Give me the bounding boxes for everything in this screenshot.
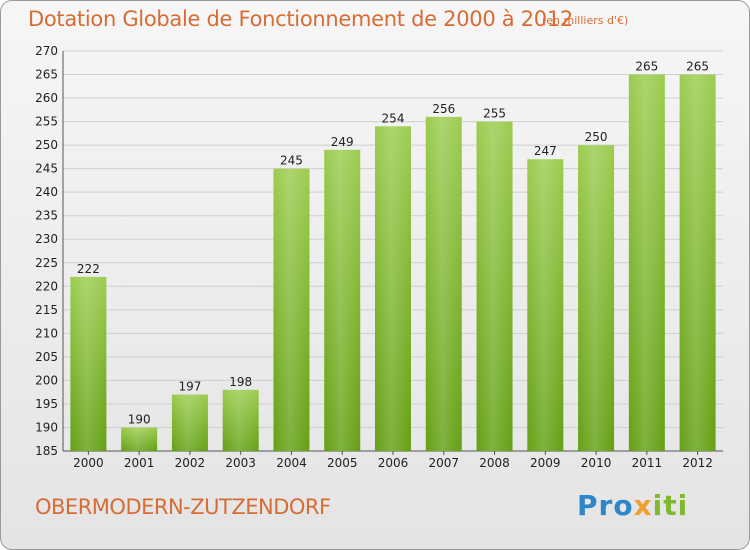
chart-title: Dotation Globale de Fonctionnement de 20… (28, 7, 573, 31)
y-tick-label: 195 (35, 397, 58, 411)
y-tick-label: 260 (35, 91, 58, 105)
x-tick-label: 2000 (73, 456, 104, 470)
y-tick-label: 245 (35, 162, 58, 176)
bar-highlight (425, 116, 462, 451)
bar-highlight (121, 427, 158, 451)
x-tick-label: 2010 (581, 456, 612, 470)
x-tick-label: 2002 (175, 456, 206, 470)
y-tick-label: 225 (35, 256, 58, 270)
bar-highlight (628, 74, 665, 451)
x-tick-label: 2007 (428, 456, 459, 470)
y-tick-label: 255 (35, 115, 58, 129)
bar-value-label: 265 (686, 60, 709, 74)
y-tick-label: 190 (35, 420, 58, 434)
bar-value-label: 254 (382, 111, 405, 125)
bar-highlight (578, 145, 615, 451)
x-tick-label: 2006 (378, 456, 409, 470)
x-tick-label: 2004 (276, 456, 307, 470)
bar-value-label: 249 (331, 135, 354, 149)
x-tick-label: 2011 (632, 456, 663, 470)
bar-value-label: 255 (483, 107, 506, 121)
y-tick-label: 185 (35, 444, 58, 458)
bar-highlight (679, 74, 716, 451)
y-tick-label: 230 (35, 232, 58, 246)
bar-highlight (171, 394, 208, 451)
bar-value-label: 256 (432, 102, 455, 116)
x-tick-label: 2003 (225, 456, 256, 470)
bar-highlight (273, 168, 310, 451)
x-tick-label: 2009 (530, 456, 561, 470)
bar-highlight (324, 149, 361, 451)
y-tick-label: 200 (35, 373, 58, 387)
y-tick-label: 250 (35, 138, 58, 152)
bar-highlight (70, 276, 107, 451)
y-tick-label: 265 (35, 68, 58, 82)
bar-highlight (375, 126, 411, 451)
y-tick-label: 210 (35, 326, 58, 340)
y-tick-label: 220 (35, 279, 58, 293)
proxiti-logo: Proxiti (577, 489, 689, 522)
y-tick-label: 215 (35, 303, 58, 317)
bar-value-label: 197 (178, 380, 201, 394)
x-tick-label: 2012 (682, 456, 713, 470)
y-tick-label: 240 (35, 185, 58, 199)
chart-unit: (en milliers d'€) (542, 14, 629, 27)
y-tick-label: 235 (35, 209, 58, 223)
y-tick-label: 270 (35, 44, 58, 58)
commune-name: OBERMODERN-ZUTZENDORF (35, 495, 331, 519)
bar-value-label: 190 (128, 412, 151, 426)
bar-value-label: 222 (77, 262, 100, 276)
bar-value-label: 265 (635, 60, 658, 74)
y-tick-label: 205 (35, 350, 58, 364)
bar-value-label: 245 (280, 154, 303, 168)
bar-highlight (527, 159, 564, 451)
x-tick-label: 2001 (124, 456, 155, 470)
x-tick-label: 2005 (327, 456, 358, 470)
bar-highlight (222, 389, 259, 451)
bar-highlight (476, 121, 513, 452)
x-tick-label: 2008 (479, 456, 510, 470)
bar-value-label: 247 (534, 144, 557, 158)
bar-value-label: 198 (229, 375, 252, 389)
bar-value-label: 250 (585, 130, 608, 144)
